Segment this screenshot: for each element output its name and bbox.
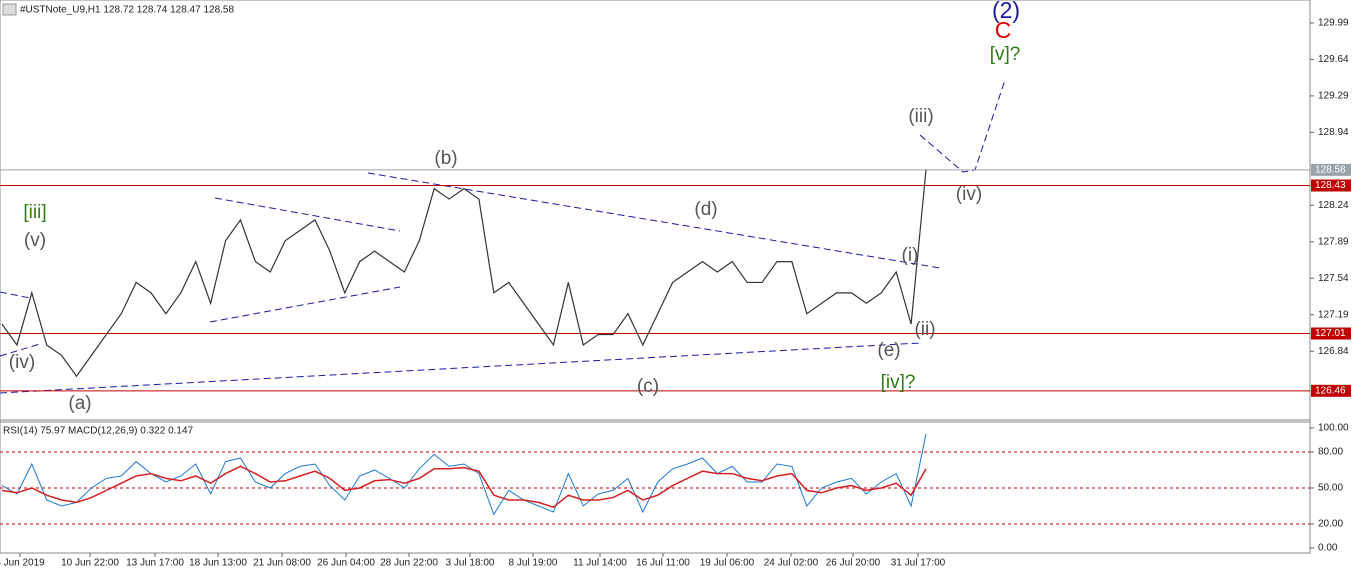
price-level-box [1311,163,1351,176]
x-tick-label: 18 Jun 13:00 [189,558,247,569]
x-tick-label: 6 Jun 2019 [0,558,45,569]
y-tick-label: 129.29 [1318,91,1349,102]
wave-label: (a) [68,393,91,414]
wave-label: (ii) [914,319,935,340]
x-tick-label: 28 Jun 22:00 [380,558,438,569]
wave-label: (b) [434,148,457,169]
indicator-title: RSI(14) 75.97 MACD(12,26,9) 0.322 0.147 [3,426,194,437]
forecast-path [919,79,1006,173]
x-tick-label: 26 Jul 20:00 [826,558,881,569]
y-tick-label: 129.64 [1318,54,1349,65]
trendline [214,197,401,232]
price-level-label: 126.46 [1315,385,1346,396]
wave-label: (e) [877,340,900,361]
wave-label: (c) [637,376,659,397]
y-tick-label: 100.00 [1318,423,1349,434]
wave-label: [iv]? [881,372,916,393]
y-tick-label: 128.94 [1318,127,1349,138]
x-tick-label: 11 Jul 14:00 [573,558,627,569]
wave-label: (iv) [9,352,35,373]
wave-label: (2) [992,0,1020,23]
trendline [0,291,31,299]
y-tick-label: 126.84 [1318,346,1349,357]
y-tick-label: 80.00 [1318,447,1343,458]
trendline [367,172,941,269]
wave-label: [v]? [990,44,1021,65]
indicator-line [1,433,927,516]
chart-icon [2,3,17,16]
y-tick-label: 127.89 [1318,236,1349,247]
price-level-label: 128.43 [1315,180,1346,191]
trendline [0,343,41,357]
price-level-box [1311,327,1351,340]
x-tick-label: 31 Jul 17:00 [891,558,946,569]
price-level-label: 127.01 [1315,328,1346,339]
price-line [1,169,927,378]
price-level-label: 128.58 [1315,165,1346,176]
y-tick-label: 128.24 [1318,200,1349,211]
wave-label: (d) [694,199,717,220]
indicator-line [1,465,927,509]
trendline [209,286,401,323]
y-tick-label: 20.00 [1318,519,1343,530]
wave-label: (v) [24,230,46,251]
y-tick-label: 129.99 [1318,18,1349,29]
wave-label: (iv) [956,184,982,205]
plot-frame [0,0,1311,554]
wave-label: [iii] [23,202,46,223]
wave-label: (iii) [908,106,933,127]
price-level-box [1311,384,1351,397]
y-tick-label: 0.00 [1318,543,1338,554]
y-tick-label: 50.00 [1318,483,1343,494]
y-tick-label: 127.19 [1318,309,1349,320]
x-tick-label: 16 Jul 11:00 [636,558,690,569]
chart-title: #USTNote_U9,H1 128.72 128.74 128.47 128.… [20,5,234,16]
y-tick-label: 127.54 [1318,273,1349,284]
wave-label: (i) [902,245,919,266]
x-tick-label: 26 Jun 04:00 [317,558,375,569]
x-tick-label: 3 Jul 18:00 [446,558,495,569]
wave-label: C [995,17,1012,43]
x-tick-label: 10 Jun 22:00 [61,558,119,569]
trendlines [0,79,1006,394]
x-tick-label: 13 Jun 17:00 [126,558,184,569]
x-tick-label: 19 Jul 06:00 [700,558,755,569]
x-tick-label: 8 Jul 19:00 [509,558,558,569]
x-tick-label: 24 Jul 02:00 [764,558,819,569]
x-tick-label: 21 Jun 08:00 [253,558,311,569]
price-level-box [1311,179,1351,192]
